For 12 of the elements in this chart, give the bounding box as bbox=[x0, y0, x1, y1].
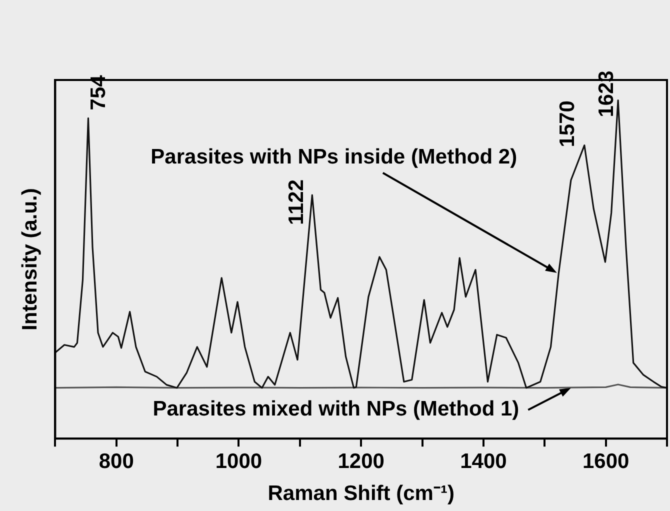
y-axis-title: Intensity (a.u.) bbox=[18, 188, 42, 330]
x-tick-label: 1600 bbox=[582, 450, 630, 473]
annotation: 1570 bbox=[556, 100, 580, 148]
annotation: 1623 bbox=[594, 70, 618, 118]
x-tick-label: 1200 bbox=[338, 450, 384, 473]
annotation: 1122 bbox=[284, 179, 308, 226]
x-tick-label: 1400 bbox=[460, 450, 507, 473]
annotation: Parasites mixed with NPs (Method 1) bbox=[152, 398, 520, 421]
x-axis-title: Raman Shift (cm⁻¹) bbox=[268, 482, 454, 506]
annotation: Parasites with NPs inside (Method 2) bbox=[150, 146, 518, 169]
x-tick-label: 1000 bbox=[215, 450, 262, 473]
x-tick-label: 800 bbox=[98, 450, 134, 473]
